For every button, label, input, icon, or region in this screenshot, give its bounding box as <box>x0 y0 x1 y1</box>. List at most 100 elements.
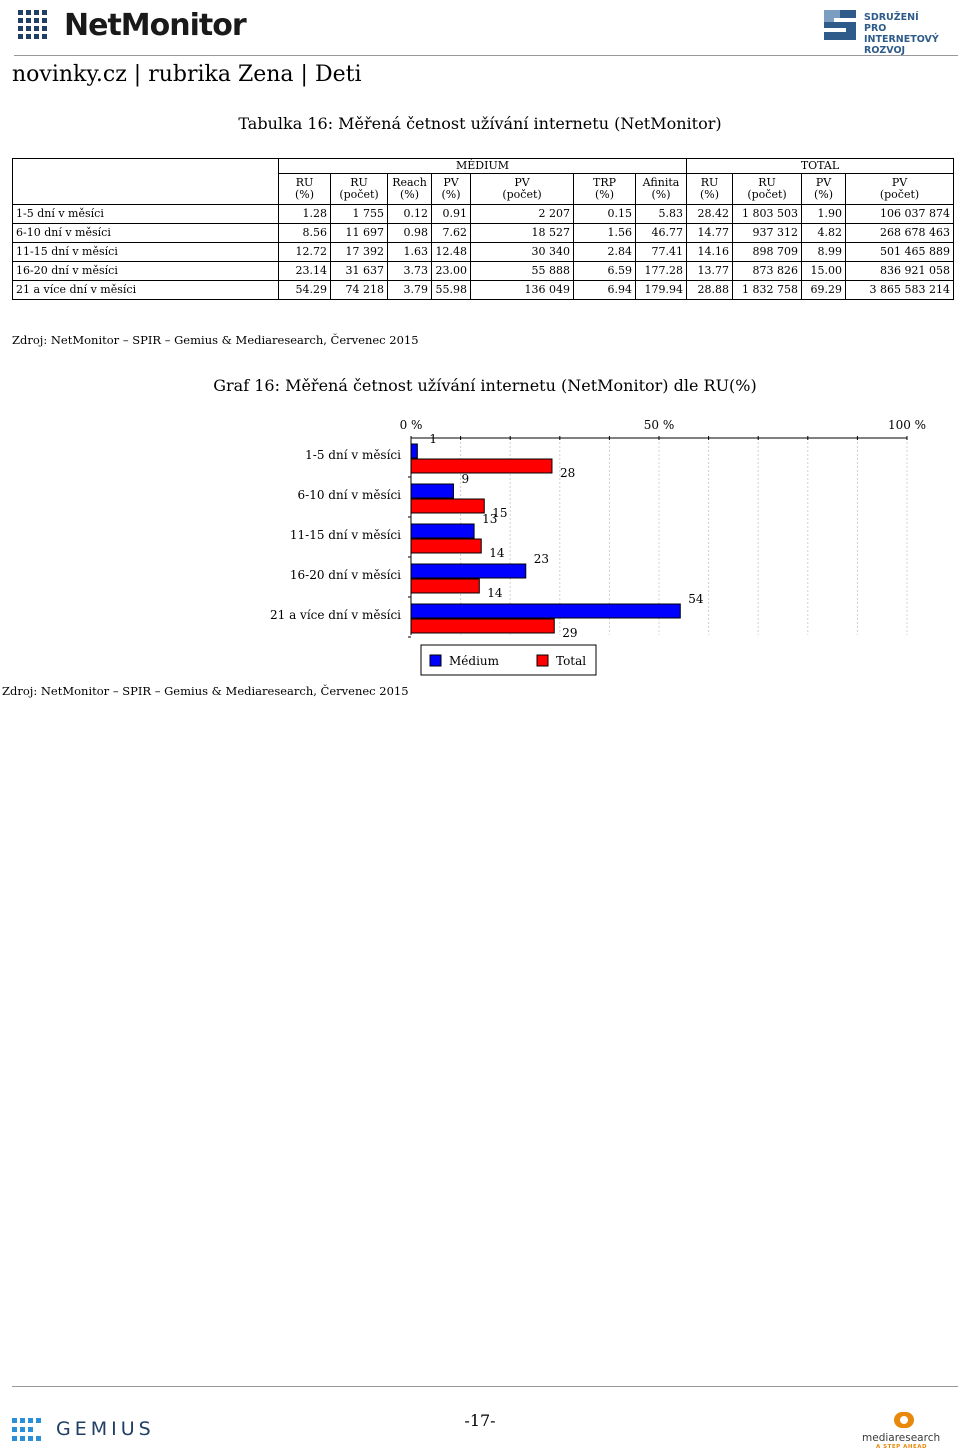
row-label: 16-20 dní v měsíci <box>12 261 279 281</box>
column-header-line: RU <box>758 176 776 189</box>
bar-médium <box>410 443 418 459</box>
bar-chart: 0 % 50 % 100 % 1-5 dní v měsíci 1 28 6-10 dní … <box>270 418 926 676</box>
category-label: 11-15 dní v měsíci <box>290 528 401 542</box>
mediaresearch-logo: mediaresearch A STEP AHEAD <box>862 1408 952 1452</box>
table-cell: 31 637 <box>330 261 388 281</box>
spir-logo-icon <box>824 10 856 40</box>
column-header: Afinita (%) <box>635 173 687 205</box>
bar-médium <box>410 603 681 619</box>
table-cell: 6.94 <box>573 280 636 300</box>
table-cell: 1.28 <box>278 204 331 224</box>
footer-divider <box>12 1386 958 1387</box>
group-total: TOTAL <box>686 158 954 174</box>
table-cell: 106 037 874 <box>845 204 954 224</box>
table-cell: 2 207 <box>470 204 574 224</box>
data-label: 1 <box>429 432 437 446</box>
table-cell: 5.83 <box>635 204 687 224</box>
column-header-line: PV <box>815 176 832 189</box>
table-cell: 8.99 <box>801 242 846 262</box>
column-header-line: Afinita <box>642 176 680 189</box>
gemius-brand: GEMIUS <box>56 1418 155 1440</box>
column-header-line: PV <box>514 176 530 189</box>
spir-logo: SDRUŽENÍ PRO INTERNETOVÝ ROZVOJ <box>820 6 960 56</box>
gemius-dots-icon <box>12 1418 41 1441</box>
column-header: RU (počet) <box>732 173 802 205</box>
table-cell: 15.00 <box>801 261 846 281</box>
table-cell: 28.42 <box>686 204 733 224</box>
table-cell: 12.72 <box>278 242 331 262</box>
row-label: 1-5 dní v měsíci <box>12 204 279 224</box>
spir-logo-text: SDRUŽENÍ PRO INTERNETOVÝ ROZVOJ <box>864 12 960 56</box>
data-label: 9 <box>461 472 469 486</box>
column-header: TRP (%) <box>573 173 636 205</box>
netmonitor-dots-icon <box>18 10 47 39</box>
category-label: 16-20 dní v měsíci <box>290 568 401 582</box>
column-header-line: (%) <box>813 188 834 201</box>
legend-swatch <box>536 654 549 667</box>
table-cell: 136 049 <box>470 280 574 300</box>
column-header-row: RU (%) RU (počet) Reach (%) PV (%) PV (počet) TRP(… <box>13 173 954 205</box>
bar-total <box>410 458 553 474</box>
table-source: Zdroj: NetMonitor – SPIR – Gemius & Medi… <box>12 333 419 347</box>
mediaresearch-mark-icon <box>894 1412 914 1428</box>
category-label: 6-10 dní v měsíci <box>298 488 402 502</box>
mediaresearch-tagline: A STEP AHEAD <box>876 1444 928 1450</box>
table-corner <box>12 158 279 205</box>
table-cell: 1 832 758 <box>732 280 802 300</box>
table-cell: 0.15 <box>573 204 636 224</box>
table-cell: 1.56 <box>573 223 636 243</box>
table-cell: 268 678 463 <box>845 223 954 243</box>
column-header-line: (počet) <box>339 188 379 201</box>
column-header-line: (počet) <box>879 188 920 201</box>
table-cell: 937 312 <box>732 223 802 243</box>
table-body: 1-5 dní v měsíci 1.28 1 755 0.12 0.91 2 207 0.… <box>12 204 954 300</box>
table-cell: 28.88 <box>686 280 733 300</box>
group-medium: MÉDIUM <box>278 158 687 174</box>
data-label: 29 <box>562 626 577 640</box>
table-cell: 3.73 <box>387 261 432 281</box>
data-label: 23 <box>534 552 549 566</box>
table-cell: 501 465 889 <box>845 242 954 262</box>
column-header: Reach (%) <box>387 173 432 205</box>
column-header-line: (%) <box>441 188 461 201</box>
netmonitor-brand: NetMonitor <box>64 8 247 43</box>
netmonitor-logo: NetMonitor <box>16 4 247 48</box>
data-label: 15 <box>492 506 507 520</box>
spir-line-1: SDRUŽENÍ <box>864 12 919 23</box>
table-cell: 1 755 <box>330 204 388 224</box>
table-cell: 0.12 <box>387 204 432 224</box>
table-row: 1-5 dní v měsíci 1.28 1 755 0.12 0.91 2 207 0.… <box>12 204 954 224</box>
column-header-line: RU <box>700 176 719 189</box>
mediaresearch-brand: mediaresearch <box>862 1432 941 1444</box>
column-header-line: (%) <box>651 188 671 201</box>
table-title: Tabulka 16: Měřená četnost užívání inter… <box>238 114 722 133</box>
x-tick-label: 0 % <box>400 418 423 432</box>
bar-total <box>410 578 480 594</box>
table-cell: 74 218 <box>330 280 388 300</box>
table-cell: 14.16 <box>686 242 733 262</box>
table-cell: 2.84 <box>573 242 636 262</box>
group-header-row: MÉDIUM TOTAL <box>12 158 954 205</box>
data-label: 14 <box>487 586 503 600</box>
table-cell: 23.14 <box>278 261 331 281</box>
row-label: 21 a více dní v měsíci <box>12 280 279 300</box>
table-cell: 4.82 <box>801 223 846 243</box>
table-cell: 77.41 <box>635 242 687 262</box>
bar-médium <box>410 523 475 539</box>
table-cell: 6.59 <box>573 261 636 281</box>
column-header-line: RU <box>295 176 314 189</box>
column-header-line: PV <box>891 176 908 189</box>
column-header-line: (počet) <box>502 188 542 201</box>
x-tick-label: 100 % <box>888 418 926 432</box>
table-cell: 13.77 <box>686 261 733 281</box>
column-header: PV (počet) <box>470 173 574 205</box>
data-label: 28 <box>560 466 575 480</box>
column-header: PV (počet) <box>845 173 954 205</box>
table-cell: 12.48 <box>431 242 471 262</box>
bar-total <box>410 538 482 554</box>
x-tick-label: 50 % <box>644 418 675 432</box>
table-cell: 1.63 <box>387 242 432 262</box>
table-cell: 177.28 <box>635 261 687 281</box>
table-cell: 17 392 <box>330 242 388 262</box>
column-header-line: PV <box>443 176 459 189</box>
